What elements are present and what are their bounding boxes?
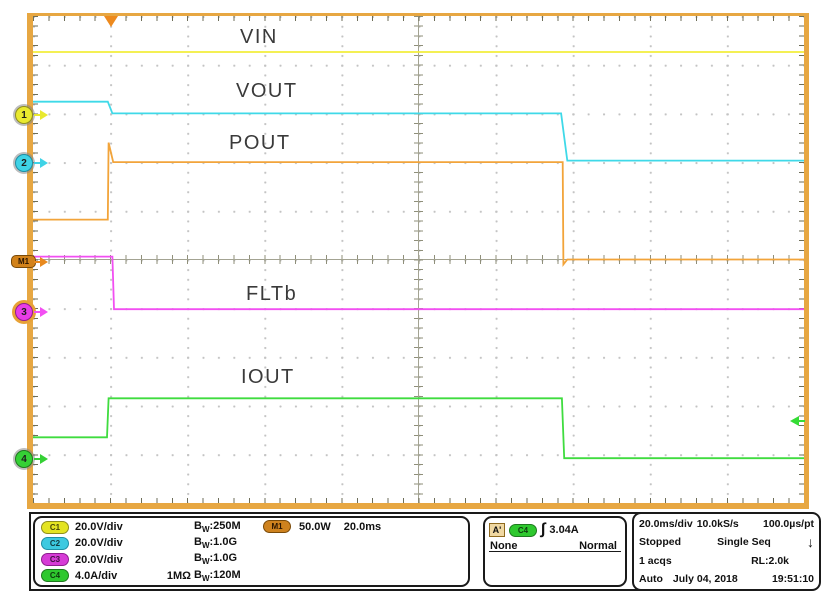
c4-scale: 4.0A/div — [75, 569, 118, 582]
channel4-position-marker[interactable]: 4 — [15, 450, 33, 468]
trigger-readout-box[interactable]: A' C4 ∫ 3.04A None Normal — [483, 516, 627, 587]
channel4-readout-row[interactable]: C4 4.0A/div 1MΩ BW:120M — [35, 568, 468, 584]
c4-bandwidth: BW:120M — [194, 568, 241, 583]
plot-area — [33, 16, 804, 503]
horizontal-readout-box[interactable]: 20.0ms/div 10.0kS/s 100.0µs/pt Stopped S… — [632, 512, 821, 591]
channel3-readout-row[interactable]: C3 20.0V/div BW:1.0G — [35, 552, 468, 568]
c1-scale: 20.0V/div — [75, 521, 123, 534]
trigger-mode: Normal — [579, 540, 617, 552]
trace-fltb — [33, 255, 804, 311]
resolution: 100.0µs/pt — [763, 518, 814, 531]
trigger-level: 3.04A — [549, 524, 579, 536]
trigger-box-divider — [489, 551, 621, 552]
c1-bandwidth: BW:250M — [194, 520, 241, 535]
m1-timebase: 20.0ms — [343, 520, 382, 533]
trigger-position-icon[interactable] — [104, 16, 118, 27]
channel2-arrow-icon — [34, 157, 49, 169]
channel2-readout-row[interactable]: C2 20.0V/div BW:1.0G — [35, 535, 468, 551]
time: 19:51:10 — [771, 572, 814, 585]
acq-mode: Single Seq — [717, 536, 771, 549]
c3-badge[interactable]: C3 — [41, 553, 69, 567]
scope-graticule — [27, 13, 809, 509]
trace-iout — [33, 397, 804, 460]
channel1-arrow-icon — [34, 109, 49, 121]
center-vertical-crosshair — [418, 16, 419, 503]
m1-scale: 50.0W — [299, 520, 331, 533]
trigger-source-badge[interactable]: C4 — [509, 523, 537, 537]
timebase: 20.0ms/div — [639, 518, 693, 531]
waveform-traces — [33, 51, 804, 460]
trace-vout — [33, 100, 804, 162]
down-arrow-icon: ↓ — [807, 534, 814, 551]
trace-label-iout: IOUT — [241, 366, 295, 388]
trace-label-vout: VOUT — [236, 80, 298, 102]
c2-scale: 20.0V/div — [75, 537, 123, 550]
m1-badge[interactable]: M1 — [263, 520, 291, 534]
trace-label-fltb: FLTb — [246, 283, 298, 305]
trace-pout — [33, 142, 804, 267]
math1-arrow-icon — [34, 256, 49, 268]
rising-edge-icon: ∫ — [541, 521, 546, 538]
channel1-readout-row[interactable]: C1 20.0V/div BW:250M M1 50.0W 20.0ms — [35, 519, 468, 535]
date: July 04, 2018 — [672, 572, 738, 585]
channel4-arrow-icon — [34, 453, 49, 465]
graticule-ticks-bottom — [33, 498, 804, 503]
c1-badge[interactable]: C1 — [41, 520, 69, 534]
acq-count: 1 acqs — [639, 554, 672, 567]
trigger-a-badge[interactable]: A' — [489, 523, 505, 537]
b-trigger-state: None — [490, 540, 518, 552]
trace-label-pout: POUT — [229, 132, 291, 154]
math1-position-marker[interactable]: M1 — [11, 255, 36, 268]
acquisition-row: Stopped Single Seq ↓ — [634, 533, 819, 551]
channel1-position-marker[interactable]: 1 — [15, 106, 33, 124]
c3-scale: 20.0V/div — [75, 553, 123, 566]
channel3-arrow-icon — [34, 306, 49, 318]
c2-badge[interactable]: C2 — [41, 536, 69, 550]
math1-readout[interactable]: M1 50.0W 20.0ms — [263, 520, 382, 534]
c4-badge[interactable]: C4 — [41, 569, 69, 583]
c3-bandwidth: BW:1.0G — [194, 552, 238, 567]
channel-readout-box[interactable]: C1 20.0V/div BW:250M M1 50.0W 20.0ms C2 … — [33, 516, 470, 587]
channel2-position-marker[interactable]: 2 — [15, 154, 33, 172]
trace-label-vin: VIN — [240, 26, 278, 48]
record-row: 1 acqs RL:2.0k — [634, 552, 819, 570]
datetime-row: Auto July 04, 2018 19:51:10 — [634, 570, 819, 588]
sample-rate: 10.0kS/s — [696, 518, 739, 531]
channel3-position-marker[interactable]: 3 — [15, 303, 33, 321]
graticule-ticks-top — [33, 16, 804, 21]
trigger-level-arrow-icon[interactable] — [789, 416, 805, 426]
timebase-row: 20.0ms/div 10.0kS/s 100.0µs/pt — [634, 515, 819, 533]
acq-state: Stopped — [639, 536, 681, 549]
trig-mode: Auto — [639, 572, 663, 585]
c4-impedance: 1MΩ — [166, 569, 191, 582]
c2-bandwidth: BW:1.0G — [194, 536, 238, 551]
record-length: RL:2.0k — [751, 554, 789, 567]
